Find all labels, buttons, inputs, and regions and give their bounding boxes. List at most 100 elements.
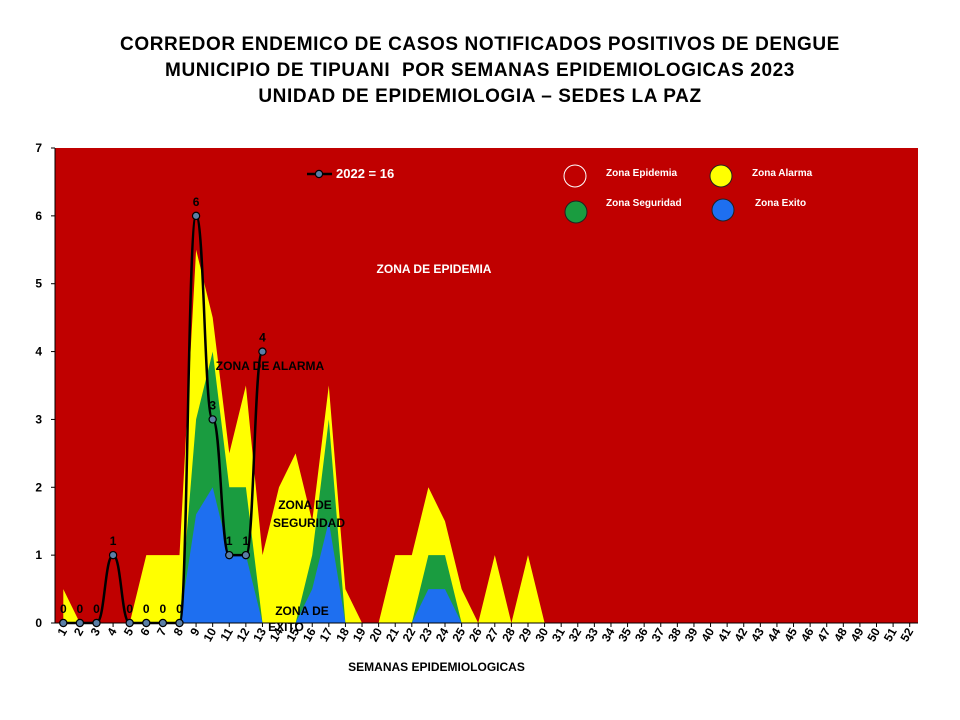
- x-tick-label: 19: [350, 625, 369, 644]
- alarma-zone-label: ZONA DE ALARMA: [216, 359, 325, 373]
- series-2022-point: [108, 550, 118, 560]
- title-line-3: UNIDAD DE EPIDEMIOLOGIA – SEDES LA PAZ: [258, 86, 702, 107]
- legend-epidemia-marker: [563, 164, 587, 188]
- series-2022-data-label: 1: [243, 534, 250, 548]
- series-2022-point: [191, 211, 201, 221]
- x-tick-label: 14: [267, 625, 286, 644]
- exito-zone-label-line-2: EXITO: [268, 620, 304, 634]
- x-tick-label: 4: [104, 625, 120, 638]
- x-tick-label: 22: [400, 625, 419, 644]
- epidemia-zone-label: ZONA DE EPIDEMIA: [377, 262, 492, 276]
- x-tick-label: 11: [217, 625, 236, 643]
- y-tick-label: 1: [35, 548, 42, 562]
- y-tick-label: 4: [35, 345, 42, 359]
- alarma-zone-area: [63, 249, 910, 624]
- x-tick-label: 30: [532, 625, 551, 644]
- x-tick-label: 52: [897, 625, 916, 644]
- x-tick-label: 51: [881, 625, 900, 644]
- series-2022-data-label: 0: [93, 602, 100, 616]
- chart-title: CORREDOR ENDEMICO DE CASOS NOTIFICADOS P…: [0, 32, 960, 110]
- x-tick-label: 8: [171, 625, 187, 638]
- series-2022-data-label: 1: [226, 534, 233, 548]
- x-tick-label: 49: [848, 625, 867, 644]
- x-tick-label: 16: [300, 625, 319, 644]
- series-2022-legend-marker: [314, 169, 324, 179]
- seguridad-zone-label-line-1: ZONA DE: [278, 498, 332, 512]
- y-tick-label: 5: [35, 277, 42, 291]
- seguridad-zone-label-line-2: SEGURIDAD: [273, 516, 345, 530]
- y-tick-label: 0: [35, 616, 42, 630]
- x-tick-label: 29: [516, 625, 535, 644]
- series-2022-point: [75, 618, 85, 628]
- x-tick-label: 36: [632, 625, 651, 644]
- series-2022-point: [92, 618, 101, 628]
- x-tick-label: 48: [831, 625, 850, 644]
- x-tick-label: 7: [154, 625, 170, 638]
- x-tick-label: 18: [333, 625, 352, 644]
- series-2022-point: [258, 347, 267, 356]
- series-2022-point: [142, 618, 151, 628]
- x-tick-label: 25: [449, 625, 468, 644]
- series-2022-data-label: 0: [77, 602, 84, 616]
- legend-alarma-marker: [709, 164, 733, 188]
- x-tick-label: 6: [137, 625, 153, 638]
- series-2022-point: [59, 618, 68, 628]
- x-tick-label: 26: [466, 625, 485, 644]
- series-2022-data-label: 6: [193, 195, 200, 209]
- series-2022-data-label: 0: [160, 602, 167, 616]
- x-tick-label: 24: [433, 625, 452, 644]
- series-2022-point: [175, 618, 184, 628]
- x-tick-label: 40: [698, 625, 717, 644]
- x-tick-label: 2: [71, 625, 87, 638]
- x-tick-label: 10: [200, 625, 219, 644]
- x-tick-label: 15: [283, 625, 302, 644]
- x-tick-label: 32: [566, 625, 585, 644]
- title-line-2: MUNICIPIO DE TIPUANI POR SEMANAS EPIDEMI…: [165, 60, 795, 81]
- x-tick-label: 34: [599, 625, 618, 644]
- series-2022-point: [208, 415, 217, 424]
- series-2022-data-label: 4: [259, 331, 266, 345]
- legend-seguridad-marker: [564, 200, 588, 224]
- legend-seguridad-label: Zona Seguridad: [606, 198, 682, 209]
- series-2022-data-label: 1: [110, 534, 117, 548]
- x-axis-title: SEMANAS EPIDEMIOLOGICAS: [348, 660, 525, 674]
- x-tick-label: 37: [649, 625, 668, 644]
- x-tick-label: 45: [781, 625, 800, 644]
- series-2022-data-label: 0: [176, 602, 183, 616]
- y-tick-label: 7: [35, 141, 42, 155]
- series-2022-data-label: 0: [60, 602, 67, 616]
- x-tick-label: 44: [765, 625, 784, 644]
- y-tick-label: 3: [35, 412, 42, 426]
- x-tick-label: 27: [483, 625, 502, 644]
- x-tick-label: 50: [864, 625, 883, 644]
- x-tick-label: 35: [615, 625, 634, 644]
- x-tick-label: 5: [121, 625, 137, 638]
- x-tick-label: 33: [582, 625, 601, 644]
- x-tick-label: 39: [682, 625, 701, 644]
- x-tick-label: 21: [383, 625, 402, 644]
- legend-epidemia-label: Zona Epidemia: [606, 168, 678, 179]
- series-2022-point: [158, 618, 168, 628]
- series-2022-point: [125, 618, 134, 628]
- series-2022-point: [225, 550, 234, 560]
- x-tick-label: 38: [665, 625, 684, 644]
- legend-exito-marker: [711, 198, 735, 222]
- y-tick-label: 2: [35, 480, 42, 494]
- legend-exito-label: Zona Exito: [755, 198, 806, 209]
- y-tick-label: 6: [35, 209, 42, 223]
- x-tick-label: 12: [234, 625, 253, 644]
- x-tick-label: 17: [317, 625, 336, 644]
- series-2022-data-label: 0: [126, 602, 133, 616]
- x-tick-label: 20: [366, 625, 385, 644]
- x-tick-label: 31: [549, 625, 568, 644]
- exito-zone-label-line-1: ZONA DE: [275, 604, 329, 618]
- title-line-1: CORREDOR ENDEMICO DE CASOS NOTIFICADOS P…: [120, 34, 840, 55]
- x-tick-label: 42: [732, 625, 751, 644]
- x-tick-label: 1: [54, 625, 70, 638]
- x-tick-label: 23: [416, 625, 435, 644]
- series-2022-data-label: 0: [143, 602, 150, 616]
- series-2022-legend-label: 2022 = 16: [336, 166, 394, 181]
- x-tick-label: 43: [748, 625, 767, 644]
- series-2022-point: [241, 550, 251, 560]
